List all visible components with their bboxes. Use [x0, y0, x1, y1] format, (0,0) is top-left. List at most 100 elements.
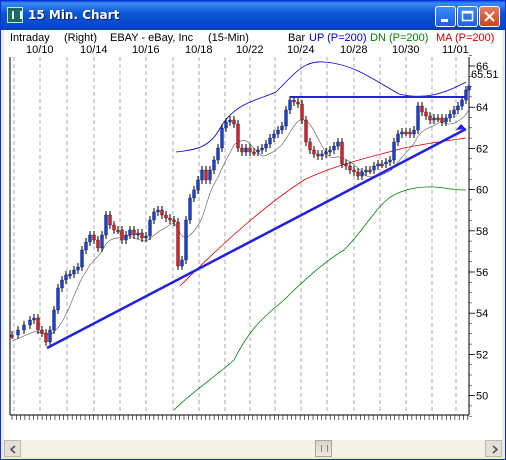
scroll-left-button[interactable] [4, 440, 21, 457]
down-bar [132, 229, 136, 236]
up-bar [188, 197, 192, 221]
down-bar [10, 334, 14, 338]
up-bar [376, 163, 380, 167]
up-bar [196, 179, 200, 191]
date-label: 10/18 [185, 44, 213, 56]
down-bar [408, 131, 412, 135]
up-bar [124, 234, 128, 241]
down-bar [308, 141, 312, 151]
y-tick-label: 60 [476, 185, 488, 197]
right-axis-label: (Right) [64, 32, 97, 44]
up-bar [260, 147, 264, 151]
up-bar [76, 266, 80, 271]
down-bar [172, 219, 176, 223]
up-bar [432, 117, 436, 121]
y-tick-label: 56 [476, 267, 488, 279]
chart-area[interactable]: Intraday (Right) EBAY - eBay, Inc (15-Mi… [4, 30, 502, 457]
price-axis: 66 64 62 60 58 56 54 52 50 [469, 55, 488, 417]
up-bar [152, 211, 156, 221]
up-bar [228, 119, 232, 123]
down-bar [368, 169, 372, 173]
bar-label: Bar [288, 32, 305, 44]
up-bar [288, 99, 292, 111]
up-bar [284, 109, 288, 127]
down-bar [348, 165, 352, 171]
up-bar [460, 99, 464, 107]
up-bar [144, 235, 148, 239]
down-bar [168, 217, 172, 221]
up-bar [224, 121, 228, 129]
scroll-left-icon [9, 445, 16, 454]
up-bar [448, 113, 452, 119]
down-bar [420, 105, 424, 113]
up-bar [48, 329, 52, 343]
up-bar [444, 117, 448, 123]
dn-envelope-line [173, 186, 467, 411]
horizontal-scrollbar[interactable] [4, 440, 502, 457]
support-trendline[interactable] [46, 127, 467, 350]
dn-indicator-label: DN (P=200) [370, 32, 428, 44]
down-bar [204, 169, 208, 181]
scrollbar-thumb[interactable] [315, 440, 332, 457]
price-bars [10, 82, 471, 346]
interval-label: (15-Min) [208, 32, 249, 44]
up-bar [56, 287, 60, 311]
y-tick-label: 66 [476, 61, 488, 73]
maximize-button[interactable] [457, 6, 478, 27]
up-bar [464, 89, 468, 101]
up-bar [328, 149, 332, 153]
up-bar [364, 169, 368, 173]
down-bar [160, 209, 164, 216]
close-icon [484, 11, 495, 22]
scroll-right-button[interactable] [485, 440, 502, 457]
date-label: 10/10 [26, 44, 54, 56]
up-bar [332, 145, 336, 151]
date-label: 10/16 [132, 44, 160, 56]
intraday-label: Intraday [10, 32, 50, 44]
up-bar [276, 129, 280, 135]
minimize-icon [441, 19, 448, 22]
app-chart-icon[interactable] [7, 7, 23, 23]
down-bar [380, 163, 384, 167]
maximize-icon [461, 10, 474, 22]
scroll-right-icon [492, 445, 499, 454]
date-axis-labels: 10/10 10/14 10/16 10/18 10/22 10/24 10/28 10/30… [26, 44, 469, 56]
date-label: 10/14 [80, 44, 108, 56]
up-bar [220, 127, 224, 149]
down-bar [356, 171, 360, 177]
up-bar [256, 149, 260, 153]
minimize-button[interactable] [435, 6, 456, 27]
up-bar [68, 273, 72, 277]
up-bar [388, 159, 392, 163]
down-bar [92, 234, 96, 241]
up-bar [452, 109, 456, 115]
title-bar[interactable]: 15 Min. Chart [1, 1, 505, 30]
date-label: 10/24 [287, 44, 315, 56]
trendline-arrow [456, 124, 466, 130]
up-bar [456, 105, 460, 111]
down-bar [352, 169, 356, 173]
y-tick-label: 64 [476, 102, 488, 114]
up-bar [392, 141, 396, 161]
up-bar [400, 131, 404, 135]
price-chart[interactable]: Intraday (Right) EBAY - eBay, Inc (15-Mi… [4, 30, 502, 440]
date-label: 11/01 [442, 44, 469, 56]
date-label: 10/22 [236, 44, 264, 56]
down-bar [96, 239, 100, 249]
up-bar [52, 309, 56, 331]
down-bar [436, 117, 440, 121]
down-bar [108, 214, 112, 226]
up-bar [148, 219, 152, 237]
short-moving-average-line [11, 109, 470, 342]
down-bar [240, 147, 244, 153]
up-bar [180, 259, 184, 267]
close-button[interactable] [479, 6, 500, 27]
down-bar [340, 141, 344, 165]
up-bar [128, 229, 132, 236]
up-bar [136, 232, 140, 236]
down-bar [36, 317, 40, 331]
up-bar [32, 317, 36, 321]
down-bar [116, 229, 120, 233]
up-bar [104, 214, 108, 236]
up-bar [208, 169, 212, 181]
